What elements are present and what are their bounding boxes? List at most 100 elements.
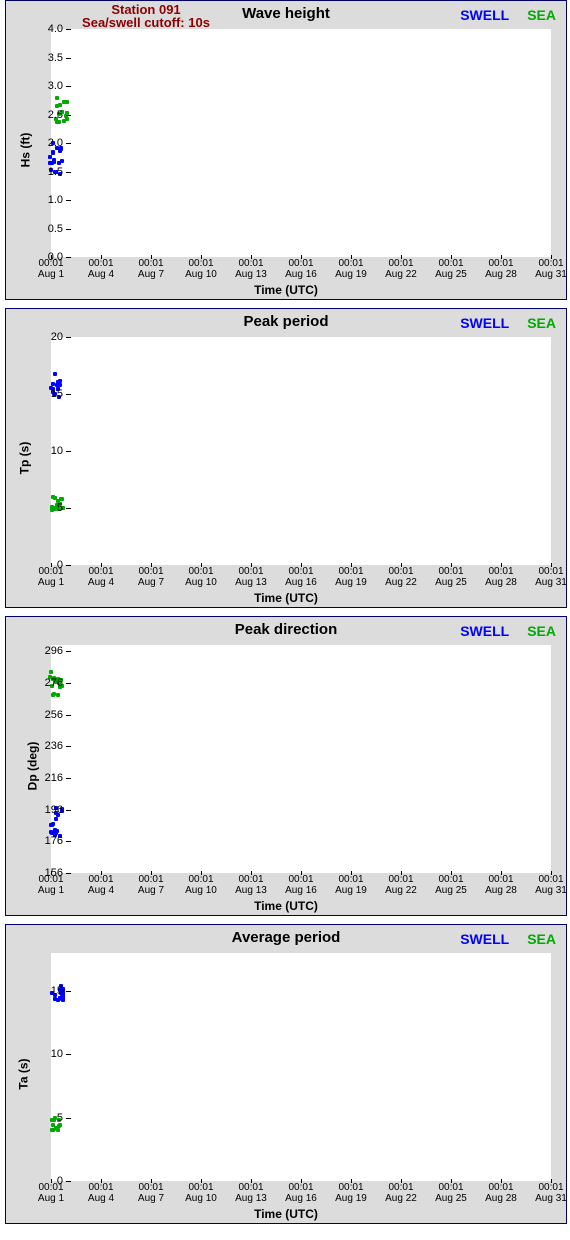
- x-tick: 00:01Aug 7: [128, 875, 174, 896]
- x-tick: 00:01Aug 1: [28, 1183, 74, 1204]
- legend: SWELLSEA: [460, 623, 556, 639]
- data-point: [54, 817, 58, 821]
- x-tick: 00:01Aug 1: [28, 875, 74, 896]
- x-tick: 00:01Aug 22: [378, 567, 424, 588]
- x-tick-date: Aug 4: [78, 578, 124, 589]
- x-tick-time: 00:01: [128, 259, 174, 270]
- x-tick-time: 00:01: [428, 875, 474, 886]
- legend: SWELLSEA: [460, 931, 556, 947]
- x-tick-date: Aug 10: [178, 1194, 224, 1205]
- x-tick-date: Aug 13: [228, 270, 274, 281]
- x-axis-label: Time (UTC): [6, 283, 566, 297]
- x-tick-time: 00:01: [228, 259, 274, 270]
- x-tick: 00:01Aug 31: [528, 875, 570, 896]
- x-tick: 00:01Aug 25: [428, 875, 474, 896]
- data-point: [52, 158, 56, 162]
- legend: SWELLSEA: [460, 7, 556, 23]
- x-tick: 00:01Aug 19: [328, 567, 374, 588]
- x-tick-time: 00:01: [228, 567, 274, 578]
- data-point: [51, 382, 55, 386]
- x-tick-date: Aug 16: [278, 886, 324, 897]
- x-tick-date: Aug 25: [428, 270, 474, 281]
- x-tick-time: 00:01: [428, 567, 474, 578]
- data-point: [56, 693, 60, 697]
- x-tick-date: Aug 31: [528, 886, 570, 897]
- x-tick-time: 00:01: [228, 875, 274, 886]
- x-tick-time: 00:01: [128, 567, 174, 578]
- legend-swell: SWELL: [460, 931, 509, 947]
- y-tick: 2.5: [23, 109, 63, 121]
- x-tick-date: Aug 10: [178, 270, 224, 281]
- x-tick-date: Aug 13: [228, 886, 274, 897]
- chart-panel: Station 091Sea/swell cutoff: 10sWave hei…: [5, 0, 567, 300]
- y-tick: 5: [23, 502, 63, 514]
- data-point: [58, 149, 62, 153]
- y-tick: 216: [23, 772, 63, 784]
- x-tick: 00:01Aug 10: [178, 875, 224, 896]
- x-tick-date: Aug 19: [328, 886, 374, 897]
- x-tick: 00:01Aug 16: [278, 875, 324, 896]
- x-tick-time: 00:01: [528, 567, 570, 578]
- x-tick-time: 00:01: [528, 259, 570, 270]
- data-point: [51, 822, 55, 826]
- x-tick-date: Aug 25: [428, 578, 474, 589]
- title-row: Peak directionSWELLSEA: [6, 617, 566, 645]
- chart-stack: Station 091Sea/swell cutoff: 10sWave hei…: [0, 0, 570, 1224]
- y-tick: 2.0: [23, 137, 63, 149]
- y-tick: 296: [23, 645, 63, 657]
- x-tick: 00:01Aug 22: [378, 1183, 424, 1204]
- x-tick: 00:01Aug 19: [328, 875, 374, 896]
- x-tick-time: 00:01: [378, 875, 424, 886]
- data-point: [55, 96, 59, 100]
- x-tick-date: Aug 7: [128, 886, 174, 897]
- y-tick: 15: [23, 388, 63, 400]
- data-point: [62, 100, 66, 104]
- x-tick-time: 00:01: [178, 567, 224, 578]
- chart-panel: Average periodSWELLSEATa (s)Time (UTC)05…: [5, 924, 567, 1224]
- x-tick-date: Aug 19: [328, 578, 374, 589]
- x-tick-time: 00:01: [28, 1183, 74, 1194]
- x-tick-date: Aug 1: [28, 1194, 74, 1205]
- x-tick-date: Aug 13: [228, 578, 274, 589]
- x-tick: 00:01Aug 1: [28, 259, 74, 280]
- x-tick: 00:01Aug 31: [528, 567, 570, 588]
- y-tick: 10: [23, 1048, 63, 1060]
- x-tick: 00:01Aug 13: [228, 259, 274, 280]
- x-tick-time: 00:01: [278, 1183, 324, 1194]
- x-tick-date: Aug 19: [328, 270, 374, 281]
- x-tick-time: 00:01: [78, 875, 124, 886]
- x-tick: 00:01Aug 22: [378, 875, 424, 896]
- title-row: Station 091Sea/swell cutoff: 10sWave hei…: [6, 1, 566, 29]
- x-tick: 00:01Aug 4: [78, 259, 124, 280]
- x-tick-date: Aug 4: [78, 886, 124, 897]
- y-tick: 3.5: [23, 52, 63, 64]
- data-point: [51, 693, 55, 697]
- x-tick-time: 00:01: [428, 259, 474, 270]
- x-tick-time: 00:01: [28, 259, 74, 270]
- x-tick-date: Aug 22: [378, 270, 424, 281]
- y-tick: 3.0: [23, 80, 63, 92]
- x-tick-date: Aug 13: [228, 1194, 274, 1205]
- x-tick-time: 00:01: [528, 1183, 570, 1194]
- x-tick: 00:01Aug 1: [28, 567, 74, 588]
- x-tick-time: 00:01: [78, 1183, 124, 1194]
- x-tick: 00:01Aug 7: [128, 1183, 174, 1204]
- y-tick: 5: [23, 1112, 63, 1124]
- x-tick-date: Aug 16: [278, 270, 324, 281]
- y-tick: 256: [23, 709, 63, 721]
- x-tick-date: Aug 28: [478, 578, 524, 589]
- x-tick-date: Aug 1: [28, 270, 74, 281]
- chart-panel: Peak directionSWELLSEADp (deg)Time (UTC)…: [5, 616, 567, 916]
- x-tick-date: Aug 1: [28, 578, 74, 589]
- legend-swell: SWELL: [460, 7, 509, 23]
- x-tick-date: Aug 25: [428, 886, 474, 897]
- x-tick: 00:01Aug 16: [278, 259, 324, 280]
- x-tick: 00:01Aug 19: [328, 259, 374, 280]
- x-tick-date: Aug 10: [178, 886, 224, 897]
- x-tick-time: 00:01: [128, 875, 174, 886]
- data-point: [54, 1126, 58, 1130]
- x-tick: 00:01Aug 28: [478, 875, 524, 896]
- x-tick-time: 00:01: [178, 875, 224, 886]
- x-tick-time: 00:01: [28, 567, 74, 578]
- x-tick-date: Aug 25: [428, 1194, 474, 1205]
